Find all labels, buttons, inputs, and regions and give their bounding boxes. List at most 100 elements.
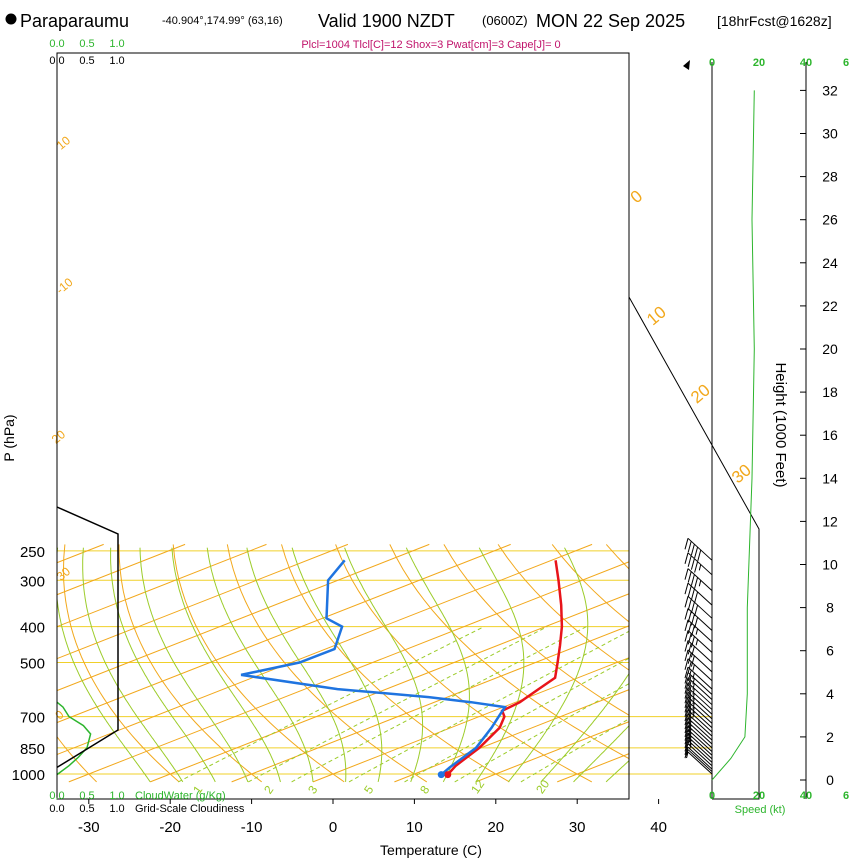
x-tick-label: 30: [569, 819, 586, 836]
wind-panel: 0246810121416182022242628303200202040406…: [628, 57, 849, 802]
isobar-extension-lines: [629, 716, 712, 775]
wind-barb-flag: [698, 564, 702, 571]
dry-adiabat-20: [281, 544, 510, 783]
isobar-lines: [57, 550, 629, 775]
surface-temperature-point: [444, 771, 452, 779]
height-tick-label: 28: [822, 169, 838, 185]
wind-barb-flag: [692, 702, 695, 709]
isotherm--50: [57, 543, 511, 724]
moist-adiabat-28: [540, 672, 629, 783]
wind-barb-flag: [694, 546, 699, 559]
height-tick-label: 4: [826, 686, 834, 702]
isotherm--10: [231, 625, 629, 783]
wind-barb: [687, 713, 713, 737]
cloud-water-tick-top: 1.0: [109, 38, 124, 50]
dry-adiabat-label: 0: [627, 186, 646, 207]
moist-adiabat-32: [573, 725, 629, 783]
cloud-water-tick-bottom: 1.0: [109, 790, 124, 802]
cloud-water-tick-top: 0.5: [79, 38, 94, 50]
wind-barb: [687, 666, 713, 690]
height-tick-label: 12: [822, 513, 838, 529]
wind-barb-flag: [695, 628, 699, 635]
wind-barb-flag: [687, 675, 692, 687]
wind-barb-flag: [684, 721, 689, 734]
x-tick-label: -20: [159, 819, 181, 836]
wind-barb-flag: [690, 655, 695, 667]
speed-tick-top: 20: [753, 57, 765, 69]
dry-adiabat--10: [118, 544, 263, 783]
x-tick-label: 0: [329, 819, 337, 836]
wind-barb-flag: [698, 580, 702, 587]
wind-barb-flag: [687, 695, 692, 707]
height-tick-label: 26: [822, 212, 838, 228]
wind-barb-flag: [687, 669, 692, 682]
wind-barb-flag: [687, 704, 692, 716]
wind-barb-pennant: [683, 60, 690, 70]
wind-barb: [687, 682, 713, 706]
wind-barb-flag: [687, 555, 692, 567]
cloud-water-tick-bottom: 0.5: [79, 790, 94, 802]
cloudiness-tick-bottom: 1.0: [109, 803, 124, 815]
wind-barb: [687, 568, 713, 592]
wind-barb-flag: [687, 633, 692, 645]
wind-barb-flag: [692, 707, 695, 714]
wind-barb: [687, 717, 713, 741]
moist-adiabat-0: [206, 547, 314, 782]
mixing-ratio-8: [404, 657, 629, 783]
wind-barb-flag: [684, 630, 689, 642]
speed-tick-bottom: 40: [800, 790, 812, 802]
wind-barb-flag: [687, 541, 692, 553]
height-tick-label: 18: [822, 384, 838, 400]
moist-adiabat-36: [605, 760, 629, 783]
wind-barb-flag: [692, 678, 695, 685]
wind-barb: [687, 746, 713, 770]
wind-barb-flag: [692, 697, 695, 705]
speed-tick-bottom: 6: [843, 790, 849, 802]
wind-barb: [687, 649, 713, 673]
wind-barb-flag: [684, 701, 689, 713]
speed-tick-top: 0: [709, 57, 715, 69]
height-tick-label: 10: [822, 557, 838, 573]
wind-barb-flag: [692, 664, 695, 671]
height-tick-label: 16: [822, 427, 838, 443]
station-coords: -40.904°,174.99° (63,16): [162, 15, 283, 27]
wind-barb: [687, 739, 713, 763]
isotherm-40: [639, 544, 850, 781]
wind-barb-flag: [690, 574, 695, 586]
wind-barb-flag: [684, 608, 689, 620]
height-axis-label: Height (1000 Feet): [772, 362, 789, 487]
dry-adiabat-label: 20: [49, 427, 68, 447]
wind-barb-flag: [697, 549, 702, 562]
moist-adiabat--8: [139, 547, 249, 783]
wind-barb-flag: [686, 749, 689, 756]
wind-barb-flag: [692, 683, 695, 690]
isotherm--30: [68, 561, 629, 783]
height-tick-label: 6: [826, 643, 834, 659]
cloudiness-tick-top: 0.0: [49, 55, 64, 67]
dry-adiabat-label: 10: [643, 302, 670, 329]
mixing-ratio-label: 12: [468, 777, 487, 796]
pressure-tick-label: 700: [20, 710, 45, 727]
wind-speed-line: [711, 90, 755, 781]
wind-barb-flag: [694, 561, 699, 573]
wind-barb: [687, 743, 713, 767]
wind-barb-flag: [694, 591, 699, 603]
height-tick-label: 0: [826, 772, 834, 788]
wind-barb-flag: [684, 677, 689, 689]
wind-barb-flag: [687, 643, 692, 655]
mixing-ratio-2: [248, 626, 548, 783]
wind-barb-flag: [684, 682, 689, 694]
dry-adiabat-110: [769, 544, 850, 782]
moist-adiabat--16: [82, 547, 184, 783]
pressure-tick-label: 1000: [12, 767, 45, 784]
wind-barb-flag: [686, 751, 689, 759]
wind-barb-flag: [684, 743, 689, 755]
wind-barb: [687, 658, 713, 682]
wind-barb-flag: [690, 625, 695, 637]
wind-barb-flag: [692, 693, 695, 700]
sounding-profiles: [240, 559, 564, 779]
wind-barb-flag: [684, 729, 689, 741]
wind-barb-flag: [684, 740, 689, 752]
wind-barb: [687, 672, 713, 695]
